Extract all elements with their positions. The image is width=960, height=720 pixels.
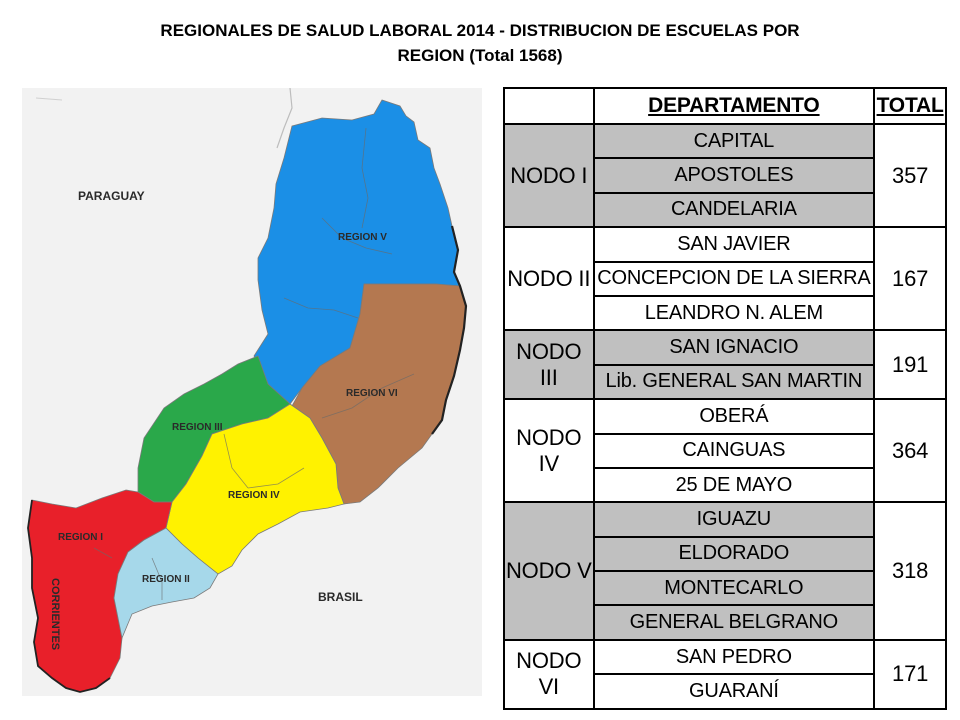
table-row: NODO IV OBERÁ 364 — [503, 398, 947, 504]
label-region-iv: REGION IV — [228, 490, 280, 501]
total-cell: 171 — [873, 638, 947, 710]
table-row: NODO V IGUAZU 318 — [503, 501, 947, 641]
departamento-cell: CONCEPCION DE LA SIERRA — [592, 260, 876, 297]
nodo-cell: NODO IV — [503, 398, 595, 504]
header-total: TOTAL — [873, 87, 947, 125]
nodo-cell: NODO VI — [503, 638, 595, 710]
label-region-i: REGION I — [58, 532, 103, 543]
table-row: LEANDRO N. ALEM — [504, 294, 946, 332]
department-line — [247, 467, 305, 489]
departments-table-container: DEPARTAMENTO TOTAL NODO I CAPITAL 357 APOST… — [503, 87, 949, 710]
total-cell: 191 — [873, 329, 947, 401]
departamento-cell: SAN PEDRO — [592, 638, 876, 676]
department-line — [151, 557, 163, 600]
region-ii-area — [113, 527, 219, 640]
departamento-cell: GENERAL BELGRANO — [592, 604, 876, 641]
label-region-iii: REGION III — [172, 422, 223, 433]
department-line — [93, 547, 113, 559]
department-line — [321, 217, 393, 255]
table-row: 25 DE MAYO — [504, 466, 946, 504]
total-cell: 167 — [873, 226, 947, 332]
departamento-cell: SAN JAVIER — [592, 226, 876, 263]
nodo-cell: NODO V — [503, 501, 595, 641]
table-row: CAINGUAS — [504, 432, 946, 469]
departamento-cell: Lib. GENERAL SAN MARTIN — [592, 363, 876, 401]
border-line — [276, 88, 293, 149]
department-line — [361, 127, 369, 229]
title-line-2: REGION (Total 1568) — [397, 46, 563, 65]
table-row: NODO I CAPITAL 357 — [503, 122, 947, 229]
river-border-east — [431, 225, 468, 435]
label-region-v: REGION V — [338, 232, 387, 243]
department-line — [283, 297, 359, 319]
department-line — [223, 433, 249, 489]
departamento-cell: MONTECARLO — [592, 570, 876, 607]
table-row: GENERAL BELGRANO — [504, 604, 946, 641]
misiones-region-map: PARAGUAY BRASIL CORRIENTES REGION V REGI… — [22, 88, 482, 696]
nodo-cell: NODO I — [503, 122, 595, 229]
table-row: CANDELARIA — [504, 191, 946, 229]
table-header-row: DEPARTAMENTO TOTAL — [503, 87, 947, 125]
table-row: APOSTOLES — [504, 157, 946, 194]
table-row: NODO III SAN IGNACIO 191 — [503, 329, 947, 401]
total-cell: 357 — [873, 122, 947, 229]
label-paraguay: PARAGUAY — [78, 189, 145, 203]
department-line — [321, 373, 415, 419]
departamento-cell: CAPITAL — [592, 122, 876, 160]
table-row: NODO VI SAN PEDRO 171 — [503, 638, 947, 710]
title-line-1: REGIONALES DE SALUD LABORAL 2014 - DISTR… — [160, 21, 800, 40]
nodo-cell: NODO III — [503, 329, 595, 401]
departments-table: DEPARTAMENTO TOTAL NODO I CAPITAL 357 APOST… — [503, 87, 947, 710]
river-border-southwest — [27, 499, 111, 693]
header-blank-cell — [503, 87, 595, 125]
label-region-vi: REGION VI — [346, 388, 398, 399]
departamento-cell: IGUAZU — [592, 501, 876, 538]
departamento-cell: ELDORADO — [592, 535, 876, 573]
table-row: NODO II SAN JAVIER 167 — [503, 226, 947, 332]
departamento-cell: APOSTOLES — [592, 157, 876, 194]
total-cell: 364 — [873, 398, 947, 504]
label-brasil: BRASIL — [318, 590, 363, 604]
label-corrientes: CORRIENTES — [49, 578, 61, 650]
departamento-cell: 25 DE MAYO — [592, 466, 876, 504]
departamento-cell: SAN IGNACIO — [592, 329, 876, 366]
departamento-cell: CAINGUAS — [592, 432, 876, 469]
table-row: GUARANÍ — [504, 673, 946, 710]
table-row: MONTECARLO — [504, 570, 946, 607]
page-title: REGIONALES DE SALUD LABORAL 2014 - DISTR… — [20, 18, 940, 68]
border-line — [35, 97, 63, 101]
nodo-cell: NODO II — [503, 226, 595, 332]
region-iv-area — [165, 403, 345, 575]
departamento-cell: GUARANÍ — [592, 673, 876, 710]
table-row: ELDORADO — [504, 535, 946, 573]
total-cell: 318 — [873, 501, 947, 641]
table-row: Lib. GENERAL SAN MARTIN — [504, 363, 946, 401]
header-departamento: DEPARTAMENTO — [592, 87, 876, 125]
label-region-ii: REGION II — [142, 574, 190, 585]
departamento-cell: CANDELARIA — [592, 191, 876, 229]
table-row: CONCEPCION DE LA SIERRA — [504, 260, 946, 297]
departamento-cell: OBERÁ — [592, 398, 876, 435]
departamento-cell: LEANDRO N. ALEM — [592, 294, 876, 332]
